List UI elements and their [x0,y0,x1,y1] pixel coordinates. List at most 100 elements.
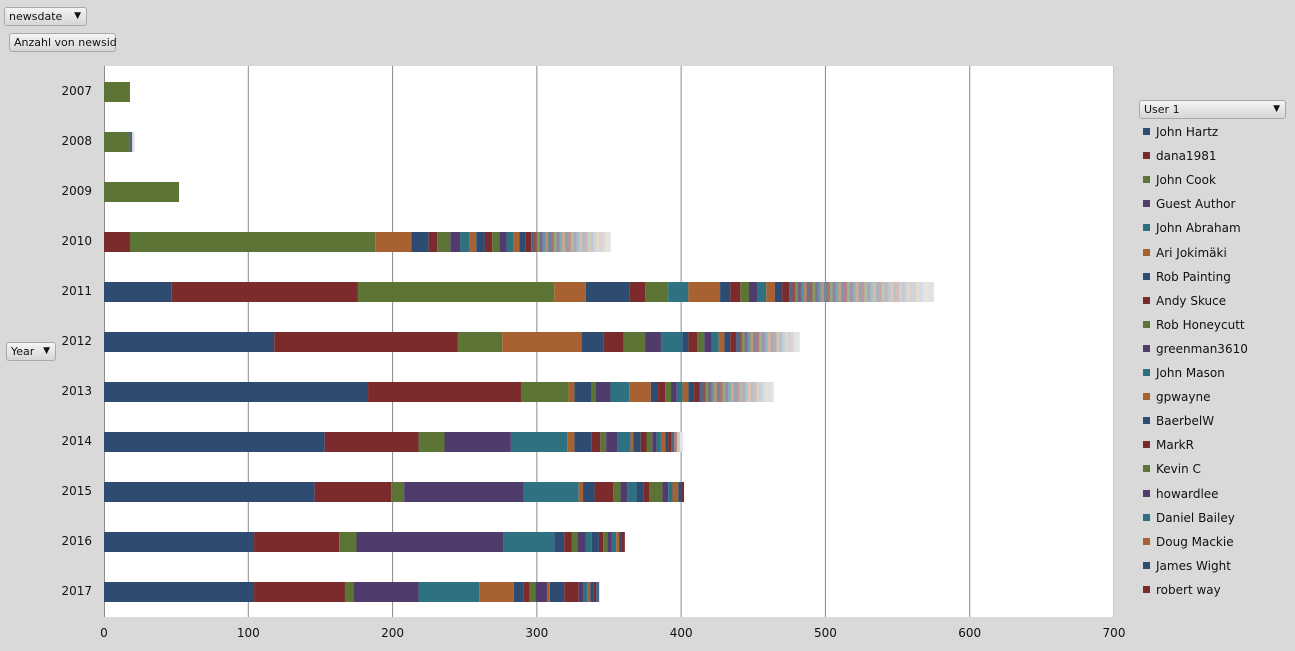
bar-2015-greenman3610[interactable] [620,482,628,502]
bar-2010-rob-honeycutt[interactable] [437,232,451,252]
bar-2012-other-segment[interactable] [764,332,769,352]
bar-2011-other-segment[interactable] [798,282,802,302]
legend-item[interactable]: Andy Skuce [1143,291,1226,311]
bar-2014-greenman3610[interactable] [606,432,618,452]
bar-2017-rob-painting[interactable] [513,582,524,602]
legend-item[interactable]: Kevin C [1143,459,1201,479]
bar-2011-other-segment[interactable] [815,282,819,302]
bar-2016-doug-mackie[interactable] [616,532,620,552]
bar-2014-other-segment[interactable] [671,432,675,452]
bar-2013-kevin-c[interactable] [665,382,672,402]
bar-2011-other-segment[interactable] [875,282,880,302]
bar-2014-robert-way[interactable] [668,432,672,452]
bar-2012-other-segment[interactable] [744,332,748,352]
bar-2010-other-segment[interactable] [565,232,569,252]
bar-2011-other-segment[interactable] [919,282,923,302]
series-field-button[interactable]: User 1 ▼ [1139,100,1286,119]
bar-2012-other-segment[interactable] [747,332,751,352]
bar-2012-other-segment[interactable] [738,332,743,352]
bar-2010-other-segment[interactable] [556,232,560,252]
bar-2012-other-segment[interactable] [787,332,792,352]
bar-2014-john-mason[interactable] [617,432,631,452]
bar-2013-john-hartz[interactable] [104,382,369,402]
bar-2013-other-segment[interactable] [767,382,771,402]
bar-2016-john-abraham[interactable] [503,532,555,552]
bar-2015-doug-mackie[interactable] [672,482,679,502]
legend-item[interactable]: howardlee [1143,484,1219,504]
bar-2010-other-segment[interactable] [567,232,572,252]
bar-2017-rob-honeycutt[interactable] [529,582,536,602]
legend-item[interactable]: John Abraham [1143,218,1241,238]
bar-2017-howardlee[interactable] [578,582,584,602]
bar-2013-dana1981[interactable] [368,382,521,402]
bar-2017-john-cook[interactable] [344,582,354,602]
bar-2014-baerbelw[interactable] [633,432,641,452]
bar-2010-andy-skuce[interactable] [428,232,438,252]
bar-2012-other-segment[interactable] [759,332,763,352]
bar-2010-other-segment[interactable] [573,232,577,252]
bar-2011-james-wight[interactable] [774,282,783,302]
bar-2013-robert-way[interactable] [694,382,700,402]
bar-2013-baerbelw[interactable] [650,382,659,402]
bar-2012-dana1981[interactable] [274,332,458,352]
bar-2010-other-segment[interactable] [607,232,611,252]
bar-2011-andy-skuce[interactable] [629,282,646,302]
bar-2011-other-segment[interactable] [916,282,920,302]
bar-2011-markr[interactable] [730,282,741,302]
bar-2013-john-cook[interactable] [520,382,569,402]
bar-2015-john-abraham[interactable] [523,482,579,502]
bar-2010-other-segment[interactable] [536,232,540,252]
bar-2012-other-segment[interactable] [793,332,797,352]
bar-2013-other-segment[interactable] [770,382,774,402]
bar-2017-john-hartz[interactable] [104,582,255,602]
bar-2013-other-segment[interactable] [762,382,766,402]
bar-2011-other-segment[interactable] [847,282,851,302]
bar-2013-other-segment[interactable] [739,382,743,402]
bar-2016-andy-skuce[interactable] [564,532,572,552]
legend-item[interactable]: greenman3610 [1143,339,1248,359]
bar-2011-other-segment[interactable] [890,282,894,302]
bar-2010-other-segment[interactable] [587,232,591,252]
bar-2011-other-segment[interactable] [910,282,914,302]
bar-2012-other-segment[interactable] [750,332,754,352]
bar-2016-rob-painting[interactable] [554,532,565,552]
bar-2011-other-segment[interactable] [800,282,805,302]
bar-2012-other-segment[interactable] [753,332,757,352]
bar-2010-dana1981[interactable] [104,232,130,252]
bar-2010-other-segment[interactable] [545,232,549,252]
bar-2010-james-wight[interactable] [519,232,526,252]
bar-2010-other-segment[interactable] [531,232,535,252]
bar-2016-dana1981[interactable] [254,532,340,552]
bar-2011-other-segment[interactable] [795,282,799,302]
bar-2010-other-segment[interactable] [582,232,586,252]
bar-2013-other-segment[interactable] [716,382,721,402]
bar-2013-other-segment[interactable] [736,382,740,402]
bar-2013-other-segment[interactable] [731,382,735,402]
bar-2012-other-segment[interactable] [782,332,786,352]
bar-2011-other-segment[interactable] [913,282,917,302]
bar-2012-other-segment[interactable] [790,332,794,352]
bar-2014-james-wight[interactable] [665,432,669,452]
bar-2011-other-segment[interactable] [852,282,857,302]
bar-2015-dana1981[interactable] [314,482,392,502]
bar-2012-doug-mackie[interactable] [718,332,725,352]
row-field-button[interactable]: Year ▼ [6,342,56,361]
bar-2009-john-cook[interactable] [104,182,180,202]
bar-2013-daniel-bailey[interactable] [676,382,683,402]
bar-2011-ari-jokim-ki[interactable] [554,282,586,302]
bar-2008-other-segment[interactable] [129,132,133,152]
bar-2010-other-segment[interactable] [596,232,600,252]
bar-2014-ari-jokim-ki[interactable] [567,432,575,452]
bar-2013-other-segment[interactable] [733,382,737,402]
bar-2011-other-segment[interactable] [930,282,934,302]
bar-2011-other-segment[interactable] [818,282,822,302]
legend-item[interactable]: gpwayne [1143,387,1211,407]
value-field-button[interactable]: Anzahl von newsid [9,33,117,52]
bar-2013-other-segment[interactable] [745,382,749,402]
bar-2017-markr[interactable] [564,582,579,602]
bar-2014-other-segment[interactable] [673,432,678,452]
bar-2011-other-segment[interactable] [855,282,859,302]
bar-2011-other-segment[interactable] [835,282,839,302]
bar-2011-other-segment[interactable] [896,282,900,302]
bar-2012-robert-way[interactable] [730,332,736,352]
